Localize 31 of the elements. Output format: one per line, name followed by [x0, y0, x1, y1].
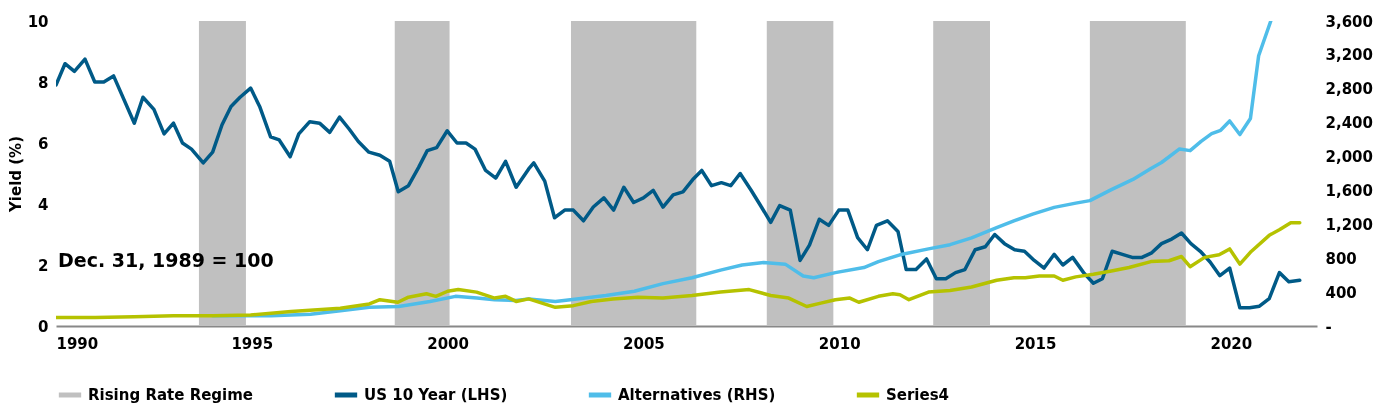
- y2-tick-label: 2,800: [1325, 80, 1373, 99]
- legend-label: US 10 Year (LHS): [364, 386, 508, 404]
- y2-tick-label: 3,200: [1325, 46, 1373, 65]
- annotation: Dec. 31, 1989 = 100: [58, 249, 274, 271]
- y-tick-label: 6: [38, 134, 49, 153]
- y-tick-label: 10: [27, 12, 49, 31]
- line-series: [56, 220, 1302, 320]
- y-tick-label: 8: [38, 73, 49, 92]
- x-tick-label: 2010: [818, 334, 861, 353]
- y2-tick-label: 1,200: [1325, 215, 1373, 234]
- x-tick-label: 1990: [56, 334, 99, 353]
- y2-tick-label: 1,600: [1325, 181, 1373, 200]
- x-tick-label: 2000: [427, 334, 469, 353]
- legend-label: Rising Rate Regime: [88, 386, 254, 404]
- legend-label: Alternatives (RHS): [618, 386, 776, 404]
- y2-tick-label: -: [1325, 317, 1332, 336]
- y2-tick-label: 2,000: [1325, 148, 1373, 167]
- legend-label: Series4: [886, 386, 950, 404]
- x-tick-label: 2005: [623, 334, 665, 353]
- y-tick-label: 0: [38, 317, 49, 336]
- y-tick-label: 2: [38, 256, 49, 275]
- y-tick-label: 4: [38, 195, 49, 214]
- y2-tick-label: 400: [1325, 283, 1357, 302]
- y2-tick-label: 2,400: [1325, 114, 1373, 133]
- x-tick-label: 2020: [1210, 334, 1253, 353]
- y2-tick-label: 3,600: [1325, 12, 1373, 31]
- line-series: [56, 57, 1302, 310]
- x-tick-label: 1995: [231, 334, 274, 353]
- y-axis-title: Yield (%): [6, 135, 25, 214]
- x-tick-label: 2015: [1014, 334, 1057, 353]
- y2-tick-label: 800: [1325, 249, 1357, 268]
